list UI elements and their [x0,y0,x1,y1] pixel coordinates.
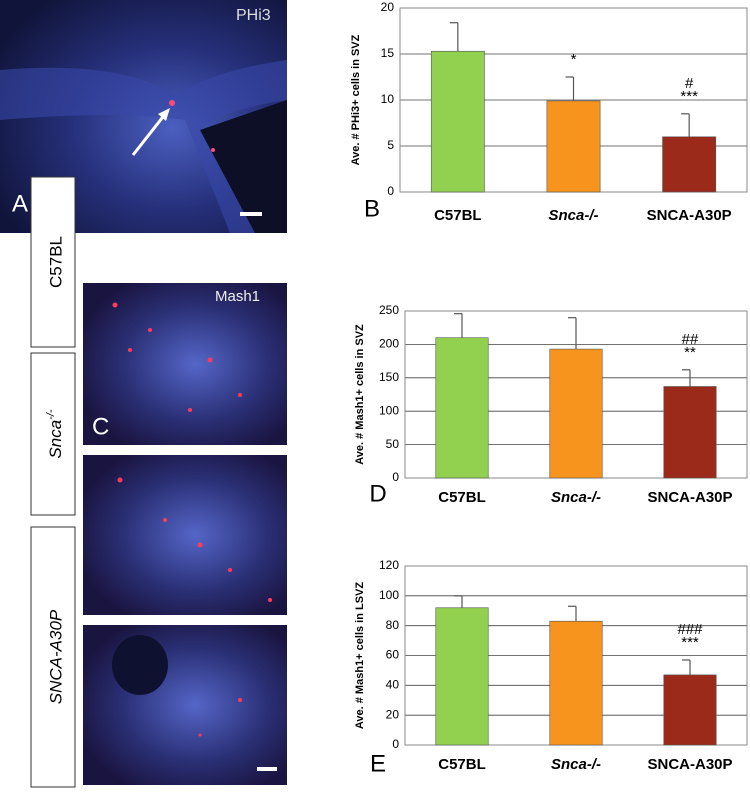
annotation: ** [684,344,696,361]
bar [549,620,603,746]
x-tick-label: SNCA-A30P [647,489,732,506]
panel-label: A [12,190,28,217]
y-axis-label: Ave. # PHi3+ cells in SVZ [350,34,362,165]
micrograph [83,455,287,615]
y-tick-label: 100 [379,403,399,417]
bar [546,100,601,193]
row-label-box [30,526,76,788]
micrograph [83,283,287,445]
ventricle [200,100,287,233]
annotation: ### [677,621,703,638]
panel-label: E [370,750,386,777]
row-label-base: Snca [46,420,65,459]
y-tick-label: 20 [381,0,395,14]
y-tick-label: 50 [386,437,400,451]
row-label-sup: -/- [45,409,57,420]
panel-label: B [364,195,380,222]
row-label: SNCA-A30P [46,609,65,704]
y-tick-label: 40 [386,678,400,692]
y-tick-label: 0 [392,737,399,751]
x-tick-label: C57BL [438,489,486,506]
bar [663,386,717,479]
annotation: * [571,51,577,68]
annotation: *** [680,88,698,105]
arrow-head [158,108,170,121]
y-axis-label: Ave. # Mash1+ cells in LSVZ [354,582,366,730]
y-tick-label: 80 [386,618,400,632]
y-tick-label: 15 [381,46,395,60]
row-label-box [30,352,76,516]
x-tick-label: Snca-/- [551,489,601,506]
x-tick-label: Snca-/- [551,756,601,773]
y-tick-label: 250 [379,303,399,317]
arrow [131,112,168,156]
x-tick-label: SNCA-A30P [647,756,732,773]
tissue-band [0,60,287,233]
y-tick-label: 0 [392,470,399,484]
annotation: *** [681,634,699,651]
cell [211,148,215,152]
bar [549,348,603,479]
row-label: Snca-/- [45,409,66,458]
x-tick-label: SNCA-A30P [647,207,732,224]
x-tick-label: C57BL [434,207,482,224]
bar [430,50,485,193]
y-tick-label: 0 [387,184,394,198]
cells [112,302,272,737]
bar [435,337,489,479]
bar [662,136,717,193]
y-tick-label: 100 [379,588,399,602]
stain-label: Mash1 [215,288,260,305]
y-tick-label: 10 [381,92,395,106]
bar [663,674,717,746]
stain-label: PHi3 [236,7,271,24]
y-tick-label: 200 [379,337,399,351]
y-tick-label: 60 [386,648,400,662]
bar [435,607,489,746]
y-tick-label: 120 [379,558,399,572]
cell [169,100,175,106]
row-label: C57BL [46,236,65,288]
y-tick-label: 150 [379,370,399,384]
annotation: # [685,75,694,92]
scale-bar [257,767,277,771]
panel-label: D [369,480,386,507]
row-label-box [30,176,76,348]
micrograph [83,625,287,785]
panel-label: C [92,413,109,440]
ventricle [112,635,168,695]
y-tick-label: 20 [386,707,400,721]
annotation: ## [682,331,699,348]
x-tick-label: Snca-/- [548,207,598,224]
x-tick-label: C57BL [438,756,486,773]
scale-bar [240,212,262,216]
y-tick-label: 5 [387,138,394,152]
y-axis-label: Ave. # Mash1+ cells in SVZ [354,324,366,465]
